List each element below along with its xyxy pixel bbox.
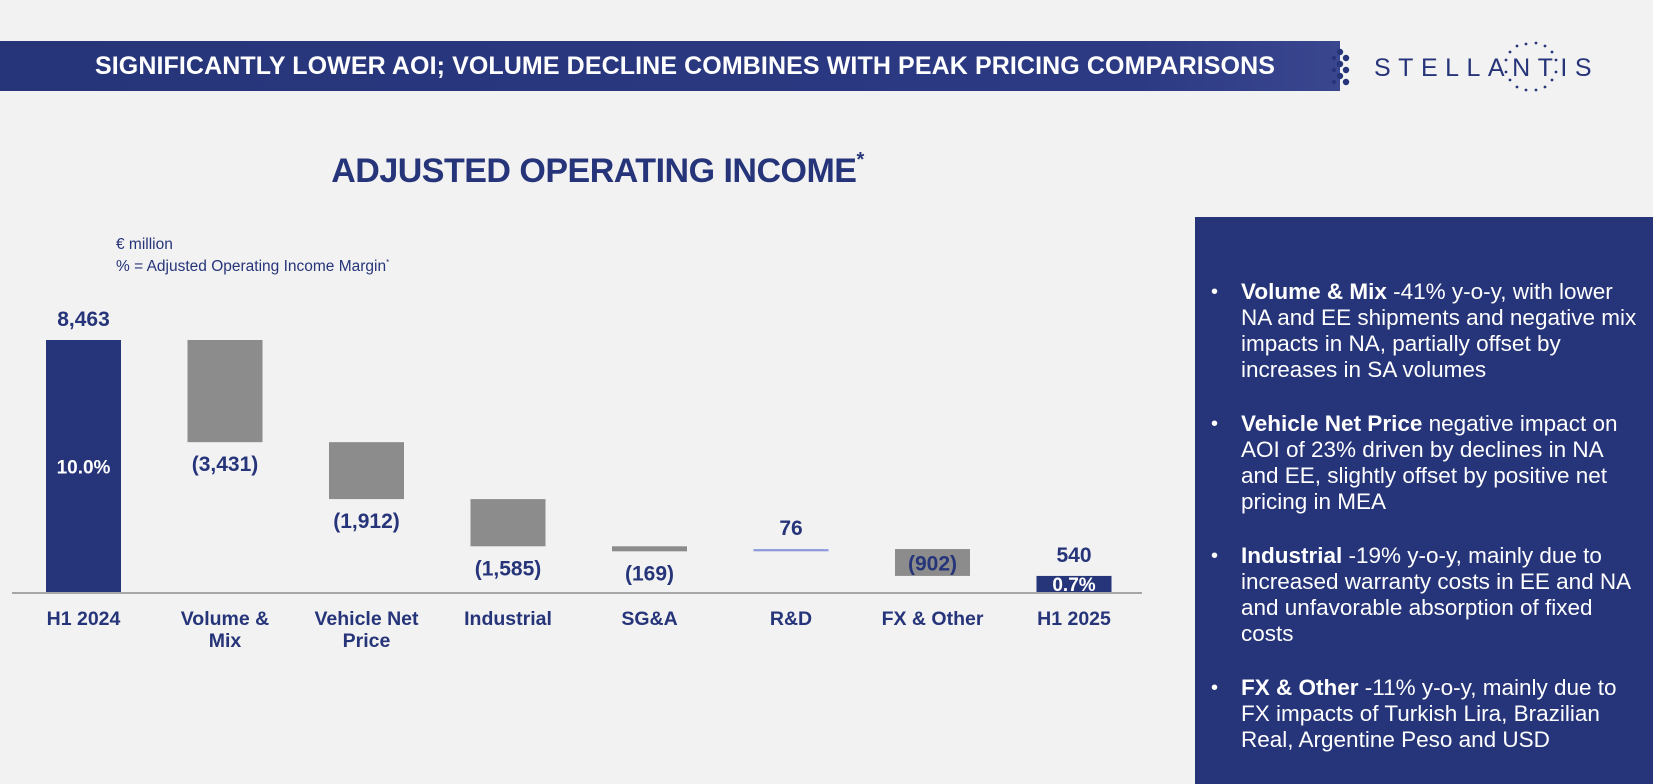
logo-mark-icon <box>1332 48 1350 86</box>
bar-volume-and-mix <box>187 340 263 443</box>
category-label-vehicle-net-price-line-2: Price <box>343 630 391 652</box>
bullet-dot-icon: • <box>1211 545 1219 567</box>
category-label-fx-and-other: FX & Other <box>882 608 984 630</box>
brand-wordmark: STELLANTIS <box>1374 54 1599 82</box>
commentary-panel: • Volume & Mix -41% y-o-y, with lower NA… <box>1195 217 1653 784</box>
page-title: SIGNIFICANTLY LOWER AOI; VOLUME DECLINE … <box>94 51 1276 80</box>
logo-dot-ring-icon <box>1504 41 1558 92</box>
bullet-vehicle-net-price: • Vehicle Net Price negative impact on A… <box>1211 411 1639 515</box>
value-label-sganda: (169) <box>625 562 674 585</box>
category-label-volume-and-mix: Volume & <box>181 608 269 630</box>
chart-title-text: ADJUSTED OPERATING INCOME <box>331 152 857 190</box>
margin-label-h1-2025: 0.7% <box>1052 575 1095 596</box>
value-label-vehicle-net-price: (1,912) <box>333 510 400 533</box>
bar-randd <box>753 549 829 552</box>
category-label-h1-2025: H1 2025 <box>1037 608 1111 630</box>
margin-legend-footnote-mark: * <box>386 258 390 267</box>
bar-sganda <box>612 546 687 552</box>
value-label-industrial: (1,585) <box>475 557 542 580</box>
margin-legend: % = Adjusted Operating Income Margin* <box>116 254 389 276</box>
bullet-text: -41% y-o-y, with lower NA and EE shipmen… <box>1241 279 1637 382</box>
bar-vehicle-net-price <box>329 442 404 500</box>
bullet-title: Vehicle Net Price <box>1241 411 1423 436</box>
bullet-fx-other: • FX & Other -11% y-o-y, mainly due to F… <box>1211 675 1639 753</box>
header-bar: SIGNIFICANTLY LOWER AOI; VOLUME DECLINE … <box>0 41 1340 91</box>
bar-industrial <box>470 499 546 547</box>
bullet-volume-mix: • Volume & Mix -41% y-o-y, with lower NA… <box>1211 279 1639 383</box>
bullet-dot-icon: • <box>1211 677 1219 699</box>
units-label: € million <box>116 236 173 253</box>
bullet-title: FX & Other <box>1241 675 1359 700</box>
value-label-h1-2024: 8,463 <box>57 308 110 331</box>
category-label-vehicle-net-price: Vehicle Net <box>314 608 419 630</box>
chart-title: ADJUSTED OPERATING INCOME* <box>0 148 1195 191</box>
bullet-text: -19% y-o-y, mainly due to increased warr… <box>1241 543 1630 646</box>
value-label-h1-2025: 540 <box>1056 544 1091 567</box>
bullet-text: -11% y-o-y, mainly due to FX impacts of … <box>1241 675 1617 752</box>
category-label-industrial: Industrial <box>464 608 552 630</box>
value-label-volume-and-mix: (3,431) <box>192 453 259 476</box>
bar-h1-2025 <box>1036 575 1112 592</box>
margin-legend-text: % = Adjusted Operating Income Margin <box>116 258 387 276</box>
bullet-dot-icon: • <box>1211 413 1219 435</box>
category-label-randd: R&D <box>770 608 812 630</box>
value-label-randd: 76 <box>779 517 802 540</box>
chart-title-footnote-mark: * <box>856 148 864 171</box>
value-label-fx-and-other: (902) <box>908 552 957 575</box>
bullet-title: Industrial <box>1241 543 1343 568</box>
category-label-volume-and-mix-line-2: Mix <box>209 630 242 652</box>
bullet-text: negative impact on AOI of 23% driven by … <box>1241 411 1618 514</box>
bullet-industrial: • Industrial -19% y-o-y, mainly due to i… <box>1211 543 1639 647</box>
bar-fx-and-other <box>895 549 970 576</box>
stellantis-logo: STELLANTIS <box>1332 41 1599 92</box>
margin-label-h1-2024: 10.0% <box>57 458 111 479</box>
bar-h1-2024 <box>46 340 121 592</box>
category-label-h1-2024: H1 2024 <box>47 608 121 630</box>
category-label-sganda: SG&A <box>621 608 677 630</box>
chart-units-note: € million % = Adjusted Operating Income … <box>116 236 389 276</box>
bullet-title: Volume & Mix <box>1241 279 1387 304</box>
bullet-dot-icon: • <box>1211 281 1219 303</box>
aoi-waterfall-chart: 8,463 10.0% H1 2024 (3,431) Volume &Mix (1,91… <box>12 308 1142 652</box>
